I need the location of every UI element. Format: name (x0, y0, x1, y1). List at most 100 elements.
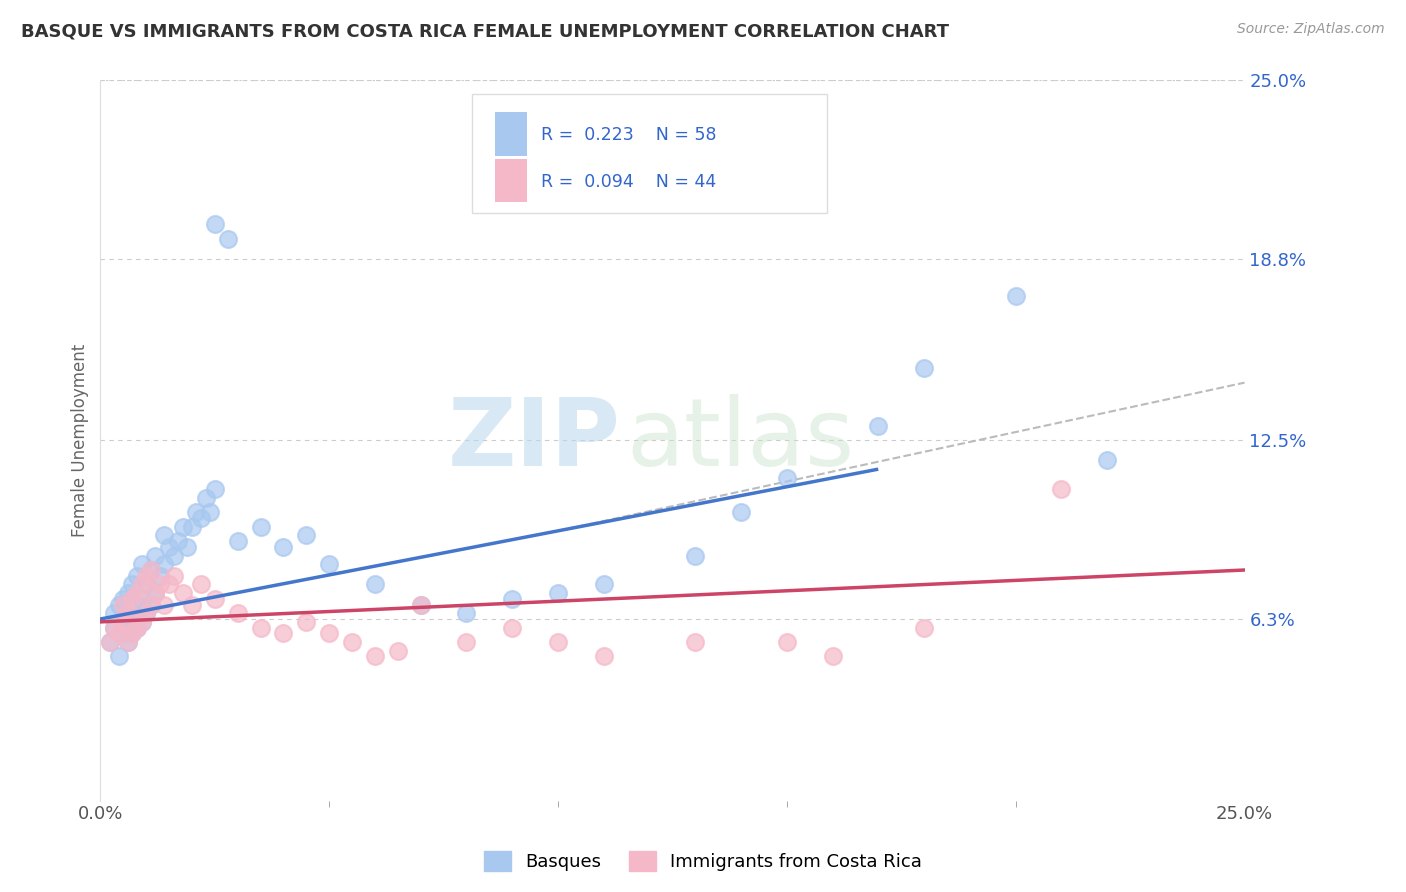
Point (194, 491, 217, 505)
Point (125, 621, 148, 635)
Point (912, 361, 935, 376)
Point (131, 558, 153, 572)
Point (180, 598, 202, 612)
Point (340, 635, 363, 649)
Legend: Basques, Immigrants from Costa Rica: Basques, Immigrants from Costa Rica (477, 844, 929, 879)
FancyBboxPatch shape (472, 95, 827, 213)
Point (190, 577, 212, 591)
Text: BASQUE VS IMMIGRANTS FROM COSTA RICA FEMALE UNEMPLOYMENT CORRELATION CHART: BASQUE VS IMMIGRANTS FROM COSTA RICA FEM… (21, 22, 949, 40)
Point (226, 534, 249, 549)
Point (98, 635, 121, 649)
Point (135, 607, 157, 621)
Point (103, 621, 125, 635)
Point (273, 540, 295, 554)
Point (135, 607, 157, 621)
Point (139, 563, 162, 577)
Point (685, 635, 707, 649)
Point (547, 635, 569, 649)
Point (121, 591, 143, 606)
Point (318, 626, 340, 640)
Point (190, 511, 212, 525)
Bar (495, 112, 527, 155)
Text: Source: ZipAtlas.com: Source: ZipAtlas.com (1237, 22, 1385, 37)
Point (131, 615, 153, 629)
Point (273, 626, 295, 640)
Point (112, 591, 135, 606)
Point (117, 607, 139, 621)
Y-axis label: Female Unemployment: Female Unemployment (72, 343, 89, 537)
Point (125, 621, 148, 635)
Point (117, 586, 139, 600)
Point (318, 558, 340, 572)
Text: R =  0.094    N = 44: R = 0.094 N = 44 (541, 173, 716, 191)
Point (162, 549, 184, 563)
Point (501, 621, 523, 635)
Point (204, 591, 226, 606)
Point (364, 649, 387, 664)
Point (456, 635, 478, 649)
Point (172, 586, 194, 600)
Point (501, 591, 523, 606)
Point (117, 612, 139, 626)
Point (121, 626, 143, 640)
Point (204, 483, 226, 497)
Point (249, 520, 271, 534)
Point (149, 568, 172, 582)
Point (117, 635, 139, 649)
Point (121, 626, 143, 640)
Point (249, 621, 271, 635)
Point (107, 649, 129, 664)
Point (135, 568, 157, 582)
Point (1050, 483, 1073, 497)
Point (456, 607, 478, 621)
Point (125, 586, 148, 600)
Point (295, 615, 318, 629)
Point (176, 540, 198, 554)
Point (121, 607, 143, 621)
Point (143, 549, 166, 563)
Bar (495, 160, 527, 202)
Text: R =  0.223    N = 58: R = 0.223 N = 58 (541, 127, 717, 145)
Point (103, 621, 125, 635)
Point (1097, 453, 1119, 467)
Point (776, 635, 799, 649)
Point (730, 505, 752, 519)
Point (153, 558, 176, 572)
Text: ZIP: ZIP (449, 394, 621, 486)
Point (295, 528, 318, 542)
Point (776, 471, 799, 485)
Point (162, 568, 184, 582)
Point (125, 598, 148, 612)
Point (143, 586, 166, 600)
Point (186, 505, 208, 519)
Text: atlas: atlas (627, 394, 855, 486)
Point (139, 598, 162, 612)
Point (112, 626, 135, 640)
Point (592, 577, 614, 591)
Point (592, 649, 614, 664)
Point (821, 649, 844, 664)
Point (172, 520, 194, 534)
Point (409, 598, 432, 612)
Point (167, 534, 190, 549)
Point (107, 598, 129, 612)
Point (131, 615, 153, 629)
Point (98, 635, 121, 649)
Point (112, 615, 135, 629)
Point (143, 586, 166, 600)
Point (157, 540, 180, 554)
Point (157, 577, 180, 591)
Point (547, 586, 569, 600)
Point (139, 563, 162, 577)
Point (153, 528, 176, 542)
Point (135, 577, 157, 591)
Point (204, 217, 226, 231)
Point (1004, 289, 1026, 303)
Point (107, 626, 129, 640)
Point (226, 607, 249, 621)
Point (218, 231, 240, 245)
Point (387, 644, 409, 658)
Point (121, 577, 143, 591)
Point (912, 621, 935, 635)
Point (364, 577, 387, 591)
